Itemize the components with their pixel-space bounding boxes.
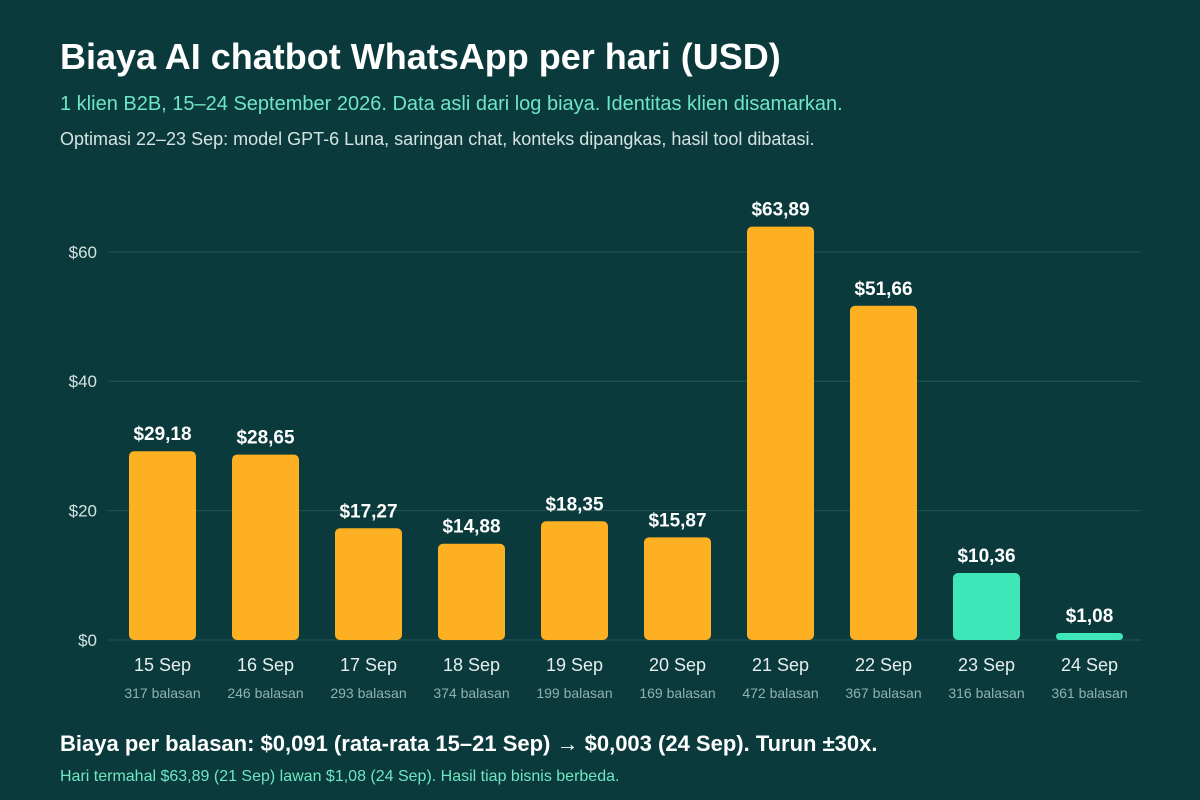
x-category-label: 16 Sep (237, 655, 294, 675)
chart-note: Optimasi 22–23 Sep: model GPT-6 Luna, sa… (60, 129, 815, 149)
bar-value-label: $28,65 (236, 428, 295, 449)
x-category-sublabel: 367 balasan (845, 685, 921, 701)
y-tick-label: $60 (69, 243, 97, 262)
x-category-sublabel: 472 balasan (742, 685, 818, 701)
x-category-label: 19 Sep (546, 655, 603, 675)
chart-subtitle: 1 klien B2B, 15–24 September 2026. Data … (60, 93, 843, 115)
y-tick-label: $20 (69, 502, 97, 521)
bar-chart: $0 $20 $40 $60 $29,18 15 Sep 317 balasan $28,65… (69, 200, 1141, 701)
bar-value-label: $17,27 (339, 501, 397, 522)
x-category-label: 24 Sep (1061, 655, 1118, 675)
summary-text: Biaya per balasan: $0,091 (rata-rata 15–… (60, 731, 878, 756)
chart-title: Biaya AI chatbot WhatsApp per hari (USD) (60, 36, 781, 77)
x-category-sublabel: 169 balasan (639, 685, 715, 701)
x-category-label: 15 Sep (134, 655, 191, 675)
bar (953, 572, 1020, 640)
x-category-sublabel: 293 balasan (330, 685, 406, 701)
bar (850, 305, 917, 640)
footnote-text: Hari termahal $63,89 (21 Sep) lawan $1,0… (60, 768, 620, 785)
bar-value-label: $63,89 (751, 200, 809, 221)
x-category-label: 20 Sep (649, 655, 706, 675)
bar-value-label: $14,88 (442, 517, 500, 538)
x-category-sublabel: 361 balasan (1051, 685, 1127, 701)
x-category-sublabel: 199 balasan (536, 685, 612, 701)
bar-value-label: $18,35 (545, 494, 604, 515)
bar (1056, 633, 1123, 640)
x-category-sublabel: 246 balasan (227, 685, 303, 701)
bar-value-label: $1,08 (1066, 606, 1114, 627)
bar (541, 521, 608, 640)
bar (644, 537, 711, 640)
bar (335, 528, 402, 640)
x-category-label: 22 Sep (855, 655, 912, 675)
bar-value-label: $51,66 (854, 279, 912, 300)
bar (747, 226, 814, 640)
bar-value-label: $10,36 (957, 546, 1015, 567)
x-category-label: 23 Sep (958, 655, 1015, 675)
x-category-sublabel: 316 balasan (948, 685, 1024, 701)
y-tick-label: $40 (69, 372, 97, 391)
bar-value-label: $15,87 (648, 510, 706, 531)
x-category-sublabel: 374 balasan (433, 685, 509, 701)
bar (129, 451, 196, 640)
bar-value-label: $29,18 (133, 424, 191, 445)
y-tick-label: $0 (78, 631, 97, 650)
x-category-label: 17 Sep (340, 655, 397, 675)
x-category-label: 21 Sep (752, 655, 809, 675)
bar (232, 454, 299, 640)
x-category-label: 18 Sep (443, 655, 500, 675)
bar (438, 543, 505, 640)
x-category-sublabel: 317 balasan (124, 685, 200, 701)
